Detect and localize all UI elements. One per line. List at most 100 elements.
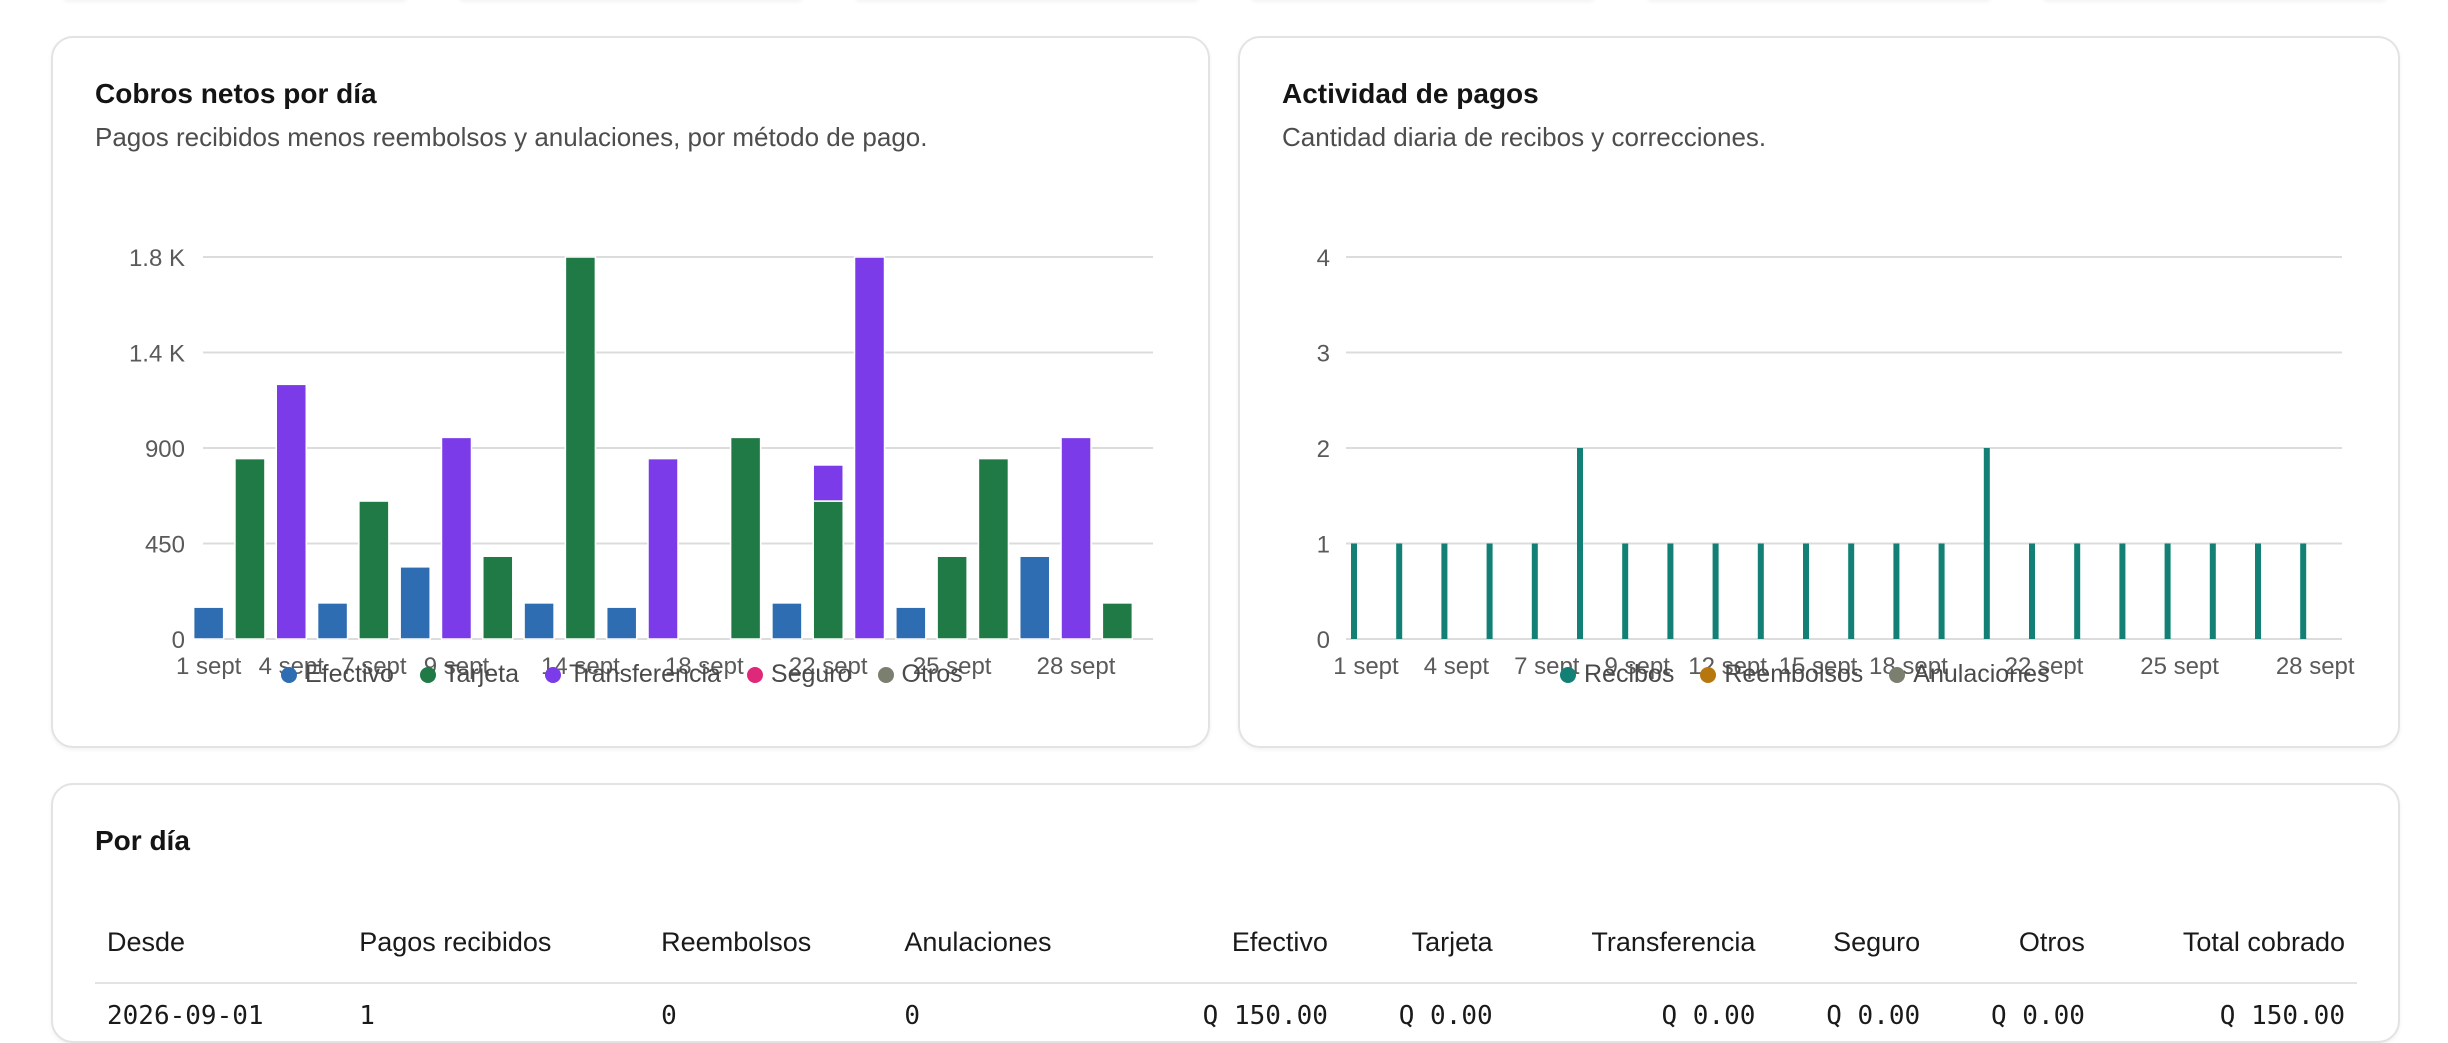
column-header[interactable]: Desde	[95, 903, 348, 984]
bar-transferencia	[1060, 436, 1092, 640]
column-header[interactable]: Anulaciones	[892, 903, 1132, 984]
bar-recibos	[1667, 543, 1674, 639]
bar-tarjeta	[482, 555, 514, 640]
legend-item-recibos[interactable]: Recibos	[1560, 660, 1674, 689]
bar-recibos	[1577, 448, 1583, 639]
table-cell: 1	[359, 1000, 375, 1031]
y-tick-label: 1.8 K	[129, 245, 185, 272]
bar-tarjeta	[234, 457, 266, 640]
por-dia-card: Por día Desde Pagos recibidos Reembolsos An…	[51, 783, 2400, 1043]
legend-item-anulaciones[interactable]: Anulaciones	[1889, 660, 2050, 689]
actividad-pagos-title: Actividad de pagos	[1282, 78, 1539, 109]
bar-recibos	[1893, 543, 1900, 639]
table-header-row: Desde Pagos recibidos Reembolsos Anulacione…	[95, 903, 2357, 984]
x-tick-label: 25 sept	[913, 653, 992, 680]
column-header[interactable]: Total cobrado	[2096, 903, 2357, 984]
bar-recibos	[2209, 543, 2216, 639]
column-header[interactable]: Transferencia	[1504, 903, 1768, 984]
bar-recibos	[1441, 543, 1448, 639]
legend-label-anulaciones: Anulaciones	[1913, 660, 2050, 688]
y-tick-label: 3	[1317, 341, 1330, 368]
y-tick-label: 0	[1317, 627, 1330, 654]
bar-efectivo	[605, 606, 638, 640]
column-header[interactable]: Efectivo	[1131, 903, 1340, 984]
bar-recibos	[2300, 543, 2307, 639]
cobros-netos-subtitle: Pagos recibidos menos reembolsos y anula…	[95, 122, 928, 152]
legend-item-seguro[interactable]: Seguro	[746, 660, 852, 689]
y-tick-label: 2	[1317, 436, 1330, 463]
x-tick-label: 18 sept	[1869, 653, 1948, 680]
bar-recibos	[1803, 543, 1809, 639]
bar-recibos	[2029, 543, 2035, 639]
bar-transferencia	[275, 383, 308, 640]
x-tick-label: 4 sept	[1424, 653, 1490, 680]
bar-recibos	[2119, 543, 2126, 639]
bar-recibos	[1396, 543, 1403, 639]
table-row[interactable]: 2026-09-01 1 0 0 Q 150.00 Q 0.00 Q 0.00 Q 0.00 Q…	[95, 983, 2357, 1041]
bar-tarjeta	[358, 500, 390, 640]
legend-dot-otros	[877, 666, 894, 683]
bar-transferencia	[440, 436, 473, 640]
table-cell: 0	[661, 1000, 677, 1031]
y-tick-label: 0	[172, 627, 185, 654]
bar-tarjeta	[936, 555, 968, 640]
legend-label-reembolsos: Reembolsos	[1724, 660, 1864, 688]
x-tick-label: 25 sept	[2140, 653, 2219, 680]
legend-item-tarjeta[interactable]: Tarjeta	[419, 660, 519, 689]
table-cell: Q 0.00	[1661, 1000, 1756, 1031]
legend-dot-seguro	[746, 666, 763, 683]
cobros-netos-legend: Efectivo Tarjeta Transferencia Seguro Ot…	[281, 660, 963, 689]
x-tick-label: 28 sept	[2276, 653, 2355, 680]
bar-recibos	[2255, 543, 2261, 639]
cobros-netos-card: Cobros netos por día Pagos recibidos men…	[51, 36, 1210, 748]
bar-recibos	[1622, 543, 1629, 639]
bar-recibos	[2074, 543, 2081, 639]
bar-tarjeta	[564, 256, 597, 640]
bar-recibos	[1712, 543, 1719, 639]
por-dia-table: Desde Pagos recibidos Reembolsos Anulacione…	[95, 903, 2357, 1041]
column-header[interactable]: Tarjeta	[1339, 903, 1505, 984]
column-header[interactable]: Pagos recibidos	[347, 903, 650, 984]
actividad-pagos-subtitle: Cantidad diaria de recibos y correccione…	[1282, 122, 1767, 152]
bar-recibos	[1531, 543, 1538, 639]
column-header[interactable]: Seguro	[1767, 903, 1933, 984]
column-header[interactable]: Otros	[1932, 903, 2097, 984]
legend-item-transferencia[interactable]: Transferencia	[544, 660, 721, 689]
table-cell: Q 0.00	[1991, 1000, 2085, 1031]
bar-transferencia	[647, 457, 679, 640]
x-tick-label: 22 sept	[789, 653, 868, 680]
table-cell: Q 0.00	[1398, 1000, 1493, 1031]
bar-tarjeta	[977, 457, 1010, 640]
bar-efectivo	[399, 566, 431, 640]
bar-tarjeta	[1101, 602, 1134, 640]
table-cell: Q 150.00	[2219, 1000, 2345, 1031]
legend-dot-anulaciones	[1889, 666, 1906, 683]
y-tick-label: 1	[1317, 532, 1330, 559]
x-tick-label: 15 sept	[1779, 653, 1858, 680]
legend-dot-reembolsos	[1700, 666, 1717, 683]
bar-tarjeta	[729, 436, 762, 640]
bar-efectivo	[192, 606, 225, 640]
x-tick-label: 18 sept	[665, 653, 744, 680]
legend-item-reembolsos[interactable]: Reembolsos	[1700, 660, 1863, 689]
legend-item-efectivo[interactable]: Efectivo	[281, 660, 394, 689]
legend-label-transferencia: Transferencia	[568, 660, 721, 688]
legend-dot-tarjeta	[419, 666, 436, 683]
legend-label-tarjeta: Tarjeta	[443, 660, 519, 688]
bar-transferencia	[812, 464, 844, 502]
legend-label-otros: Otros	[901, 660, 963, 688]
x-tick-label: 1 sept	[176, 653, 242, 680]
column-header[interactable]: Reembolsos	[649, 903, 893, 984]
legend-label-recibos: Recibos	[1584, 660, 1675, 688]
bar-efectivo	[771, 602, 803, 640]
legend-item-otros[interactable]: Otros	[877, 660, 963, 689]
x-tick-label: 22 sept	[2005, 653, 2084, 680]
cobros-netos-title: Cobros netos por día	[95, 78, 377, 109]
bar-recibos	[1486, 543, 1493, 639]
actividad-pagos-card: Actividad de pagos Cantidad diaria de re…	[1238, 36, 2400, 748]
bar-recibos	[1938, 543, 1945, 639]
bar-tarjeta	[812, 500, 844, 640]
legend-dot-transferencia	[544, 666, 561, 683]
y-tick-label: 900	[145, 436, 185, 463]
